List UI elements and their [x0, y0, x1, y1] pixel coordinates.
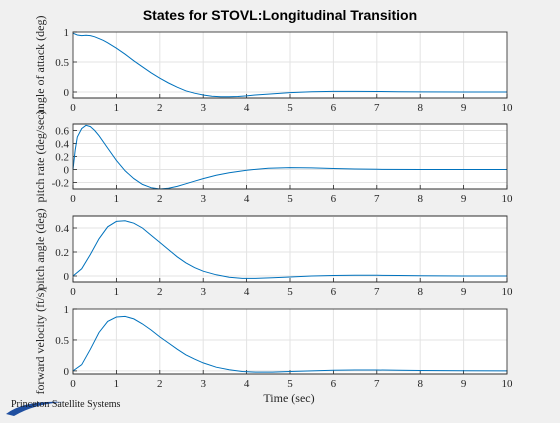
- y-tick-label: 0.4: [55, 139, 69, 151]
- x-tick-label: 7: [374, 286, 380, 298]
- x-tick-label: 4: [244, 286, 250, 298]
- x-tick-label: 1: [114, 193, 120, 205]
- logo-text: Princeton Satellite Systems: [11, 399, 121, 410]
- x-tick-label: 1: [114, 378, 120, 390]
- x-tick-label: 6: [331, 102, 337, 114]
- x-tick-label: 2: [157, 286, 163, 298]
- x-tick-label: 9: [461, 193, 467, 205]
- company-logo: Princeton Satellite Systems: [4, 396, 154, 418]
- x-tick-label: 2: [157, 193, 163, 205]
- x-tick-label: 2: [157, 378, 163, 390]
- subplot-3: 0 1 2 3 4 5 6 7 8 9 10 0 0.2 0.4 pitch angle (deg): [33, 208, 513, 298]
- x-tick-label: 0: [70, 193, 76, 205]
- x-tick-label: 4: [244, 378, 250, 390]
- x-tick-label: 8: [417, 286, 423, 298]
- x-tick-label: 10: [502, 193, 514, 205]
- x-tick-label: 7: [374, 102, 380, 114]
- x-tick-label: 9: [461, 378, 467, 390]
- axes-frame: [72, 31, 508, 99]
- x-tick-label: 8: [417, 378, 423, 390]
- y-tick-label: 0: [64, 271, 70, 283]
- x-tick-label: 9: [461, 286, 467, 298]
- x-tick-label: 3: [200, 286, 206, 298]
- x-tick-label: 0: [70, 378, 76, 390]
- x-tick-label: 9: [461, 102, 467, 114]
- series-line: [72, 32, 507, 98]
- subplot-1: 0 1 2 3 4 5 6 7 8 9 10 0 0.5 1 angle of attack (deg): [33, 16, 513, 115]
- x-tick-label: 5: [287, 102, 293, 114]
- series-line: [72, 315, 508, 373]
- x-tick-label: 0: [70, 102, 76, 114]
- y-tick-label: 0: [64, 87, 70, 99]
- y-axis-label: pitch angle (deg): [33, 208, 47, 289]
- x-tick-label: 2: [157, 102, 163, 114]
- x-tick-label: 4: [244, 102, 250, 114]
- x-tick-label: 5: [287, 286, 293, 298]
- y-tick-label: 0: [64, 366, 70, 378]
- y-axis-label: angle of attack (deg): [33, 16, 47, 115]
- y-tick-label: 0.2: [55, 152, 69, 164]
- y-tick-label: 0.6: [55, 126, 69, 138]
- x-tick-label: 8: [417, 193, 423, 205]
- x-tick-label: 10: [502, 102, 514, 114]
- x-tick-label: 8: [417, 102, 423, 114]
- axes-frame: [72, 123, 508, 190]
- y-axis-label: pitch rate (deg/sec): [33, 111, 47, 203]
- y-axis-label: forward velocity (ft/s): [33, 289, 47, 395]
- y-tick-label: 0.5: [55, 335, 69, 347]
- series-line: [72, 220, 507, 279]
- figure-title: States for STOVL:Longitudinal Transition: [143, 7, 417, 23]
- y-tick-label: 0.2: [55, 247, 69, 259]
- x-tick-label: 6: [331, 286, 337, 298]
- y-tick-label: -0.2: [52, 178, 69, 190]
- y-tick-label: 0: [64, 165, 70, 177]
- series-line: [72, 124, 507, 190]
- x-tick-label: 7: [374, 193, 380, 205]
- x-tick-label: 10: [502, 378, 514, 390]
- y-tick-label: 1: [64, 27, 70, 39]
- x-tick-label: 5: [287, 378, 293, 390]
- x-tick-label: 1: [114, 286, 120, 298]
- axes-frame: [72, 215, 508, 283]
- logo-swoosh-icon: [6, 401, 64, 416]
- y-tick-label: 0.5: [55, 57, 69, 69]
- y-tick-label: 0.4: [55, 223, 69, 235]
- x-tick-label: 7: [374, 378, 380, 390]
- x-tick-label: 3: [200, 193, 206, 205]
- x-axis-label: Time (sec): [263, 391, 314, 405]
- x-tick-label: 6: [331, 193, 337, 205]
- x-tick-label: 4: [244, 193, 250, 205]
- x-tick-label: 3: [200, 102, 206, 114]
- x-tick-label: 6: [331, 378, 337, 390]
- x-tick-label: 10: [502, 286, 514, 298]
- x-tick-label: 5: [287, 193, 293, 205]
- x-tick-label: 3: [200, 378, 206, 390]
- x-tick-label: 1: [114, 102, 120, 114]
- x-tick-label: 0: [70, 286, 76, 298]
- axes-frame: [72, 308, 508, 375]
- y-tick-label: 1: [64, 304, 70, 316]
